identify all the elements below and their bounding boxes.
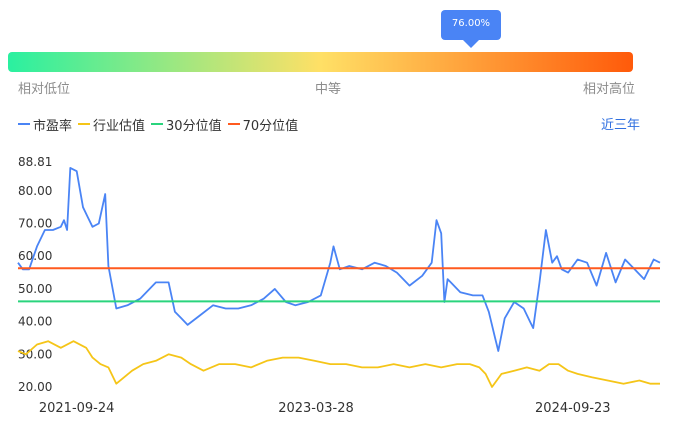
x-tick-label: 2024-09-23 (535, 401, 611, 416)
legend-item-pe[interactable]: 市盈率 (18, 115, 72, 134)
y-tick-label: 80.00 (18, 184, 52, 198)
y-tick-label: 40.00 (18, 315, 52, 329)
legend-swatch-p30 (151, 123, 164, 125)
pe-ratio-line (17, 167, 661, 352)
period-selector[interactable]: 近三年 (600, 118, 640, 133)
legend-label-pe: 市盈率 (33, 118, 73, 134)
gauge-gradient-bar (8, 52, 633, 72)
chart-legend: 市盈率 行业估值 30分位值 70分位值 (18, 114, 304, 134)
legend-swatch-industry (78, 123, 91, 125)
y-tick-label: 20.00 (18, 380, 52, 394)
legend-label-p70: 70分位值 (242, 118, 299, 134)
gauge-mid-label: 中等 (315, 82, 342, 97)
y-tick-label: 60.00 (18, 249, 52, 263)
legend-item-p70[interactable]: 70分位值 (227, 115, 299, 134)
industry-valuation-line (17, 340, 660, 388)
gauge-low-label: 相对低位 (18, 82, 71, 97)
legend-label-p30: 30分位值 (166, 118, 222, 134)
percentile-bubble: 76.00% (441, 10, 501, 48)
legend-item-industry[interactable]: 行业估值 (78, 115, 145, 134)
legend-swatch-pe (18, 123, 30, 125)
y-tick-label: 50.00 (18, 282, 52, 296)
y-tick-label: 30.00 (18, 347, 52, 361)
x-tick-label: 2023-03-28 (278, 401, 354, 416)
valuation-gauge: 76.00% (8, 10, 633, 72)
y-tick-label: 88.81 (18, 155, 52, 169)
legend-label-industry: 行业估值 (93, 118, 146, 134)
legend-swatch-p70 (227, 123, 240, 125)
x-tick-label: 2021-09-24 (39, 401, 115, 416)
y-tick-label: 70.00 (18, 217, 52, 231)
gauge-high-label: 相对高位 (583, 82, 636, 97)
legend-item-p30[interactable]: 30分位值 (151, 115, 222, 134)
